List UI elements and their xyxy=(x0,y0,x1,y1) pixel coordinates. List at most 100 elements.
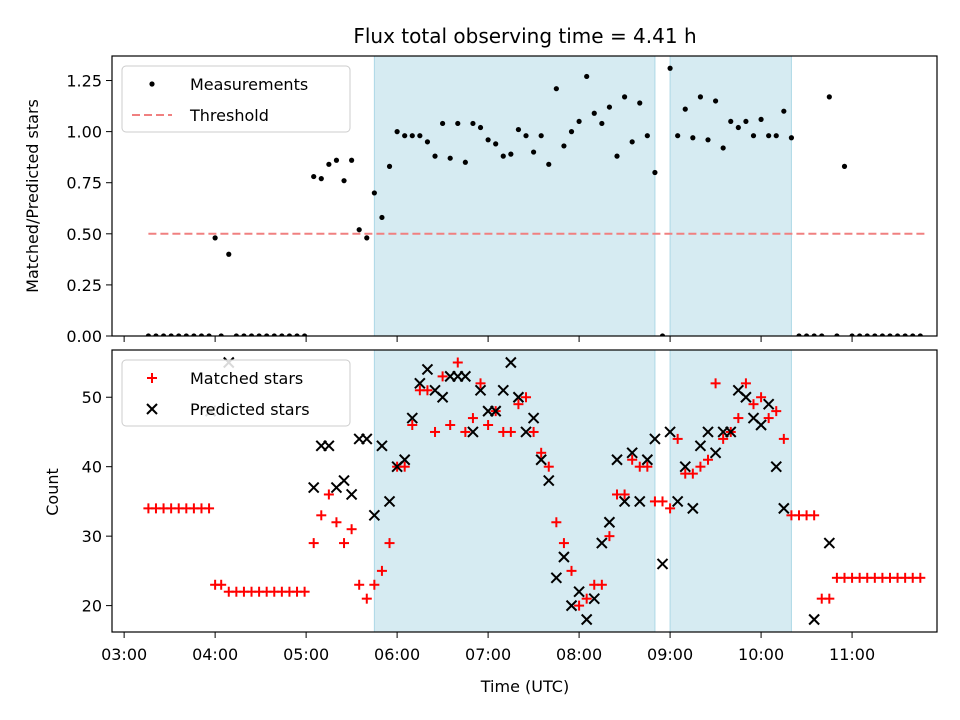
measurement-point xyxy=(621,94,628,100)
x-tick-label: 09:00 xyxy=(647,645,693,664)
measurement-point xyxy=(326,161,332,167)
measurement-point xyxy=(440,120,446,127)
y-tick-label: 40 xyxy=(82,458,102,477)
measurement-point xyxy=(145,333,151,336)
predicted-stars-point xyxy=(489,405,502,417)
measurement-point xyxy=(819,333,825,336)
matched-stars-point xyxy=(437,371,448,382)
measurement-point xyxy=(864,333,870,336)
predicted-stars-point xyxy=(345,488,358,501)
measurement-point xyxy=(614,153,620,159)
matched-stars-point xyxy=(733,413,744,424)
y-tick-label: 30 xyxy=(82,527,102,546)
measurement-point xyxy=(341,178,347,184)
measurement-point xyxy=(659,333,666,336)
legend-dot-handle xyxy=(149,81,155,87)
x-tick-label: 04:00 xyxy=(192,645,238,664)
matched-stars-point xyxy=(672,433,683,444)
top-panel: 0.00 0.25 0.50 0.75 1.00 1.25 Measurements Thre… xyxy=(66,55,938,346)
predicted-stars-point xyxy=(383,495,396,508)
axes-frame xyxy=(111,349,938,633)
measurement-point xyxy=(712,98,719,104)
predicted-stars-point xyxy=(823,537,836,549)
measurement-point xyxy=(546,161,552,167)
matched-stars-point xyxy=(339,538,350,549)
predicted-stars-point xyxy=(406,412,418,424)
predicted-stars-point xyxy=(467,426,479,438)
measurement-point xyxy=(409,133,415,139)
axes-frame xyxy=(111,55,938,337)
x-tick-label: 11:00 xyxy=(829,645,875,664)
predicted-stars-point xyxy=(603,516,616,528)
legend: Matched stars Predicted stars xyxy=(121,359,351,427)
measurement-point xyxy=(485,137,491,143)
predicted-stars-point xyxy=(436,391,449,403)
matched-stars-point xyxy=(718,433,729,444)
measurement-point xyxy=(743,118,749,125)
predicted-stars-point xyxy=(671,495,684,508)
matched-stars-point xyxy=(204,503,215,514)
x-tick-label: 10:00 xyxy=(738,645,784,664)
legend-box xyxy=(121,65,351,133)
measurement-point xyxy=(553,86,559,92)
measurement-point xyxy=(766,133,772,139)
predicted-stars-point xyxy=(398,454,411,466)
predicted-stars-point xyxy=(474,384,487,396)
matched-stars-point xyxy=(521,392,532,403)
predicted-stars-point xyxy=(512,391,525,403)
matched-stars-point xyxy=(452,357,463,368)
y-tick-label: 50 xyxy=(82,388,102,407)
matched-stars-point xyxy=(505,426,516,437)
matched-stars-point xyxy=(407,420,418,431)
matched-stars-point xyxy=(551,517,562,528)
matched-stars-point xyxy=(566,565,577,576)
matched-stars-point xyxy=(703,454,714,465)
legend-x-handle xyxy=(146,403,158,415)
predicted-stars-point xyxy=(740,391,752,403)
matched-stars-point xyxy=(619,489,630,500)
measurement-point xyxy=(470,120,476,127)
plot-area xyxy=(145,65,928,336)
matched-stars-point xyxy=(771,406,782,417)
predicted-stars-point xyxy=(307,481,320,494)
measurement-point xyxy=(379,214,385,221)
matched-stars-point xyxy=(763,413,774,424)
matched-stars-point xyxy=(824,593,835,604)
matched-stars-point xyxy=(740,378,751,389)
predicted-stars-point xyxy=(368,509,381,522)
predicted-stars-point xyxy=(361,433,373,445)
measurement-point xyxy=(417,133,423,139)
measurement-point xyxy=(811,333,817,336)
matched-stars-point xyxy=(323,489,334,500)
measurement-point xyxy=(198,333,205,336)
legend-box xyxy=(121,359,351,427)
measurement-point xyxy=(279,333,285,336)
measurement-point xyxy=(256,333,262,336)
measurement-point xyxy=(226,251,232,257)
y-tick-label: 1.00 xyxy=(66,123,102,142)
predicted-stars-point xyxy=(596,537,608,549)
measurement-point xyxy=(720,145,726,151)
measurement-point xyxy=(902,333,908,336)
measurement-point xyxy=(538,133,544,139)
measurement-point xyxy=(682,106,688,112)
predicted-stars-point xyxy=(725,426,737,438)
measurement-point xyxy=(599,120,605,127)
predicted-stars-point xyxy=(634,495,646,508)
measurement-point xyxy=(584,73,590,80)
measurement-point xyxy=(302,333,308,336)
matched-stars-point xyxy=(460,426,471,437)
measurement-point xyxy=(168,333,174,336)
measurement-point xyxy=(371,190,377,196)
legend-label: Measurements xyxy=(190,75,308,94)
predicted-stars-point xyxy=(755,419,767,431)
matched-stars-point xyxy=(467,413,478,424)
predicted-stars-point xyxy=(573,586,585,598)
shaded-span xyxy=(373,55,656,337)
predicted-stars-point xyxy=(558,551,570,563)
measurement-point xyxy=(233,333,239,336)
measurement-point xyxy=(248,333,255,336)
y-tick-label: 0.50 xyxy=(66,225,102,244)
x-tick-label: 07:00 xyxy=(465,645,511,664)
